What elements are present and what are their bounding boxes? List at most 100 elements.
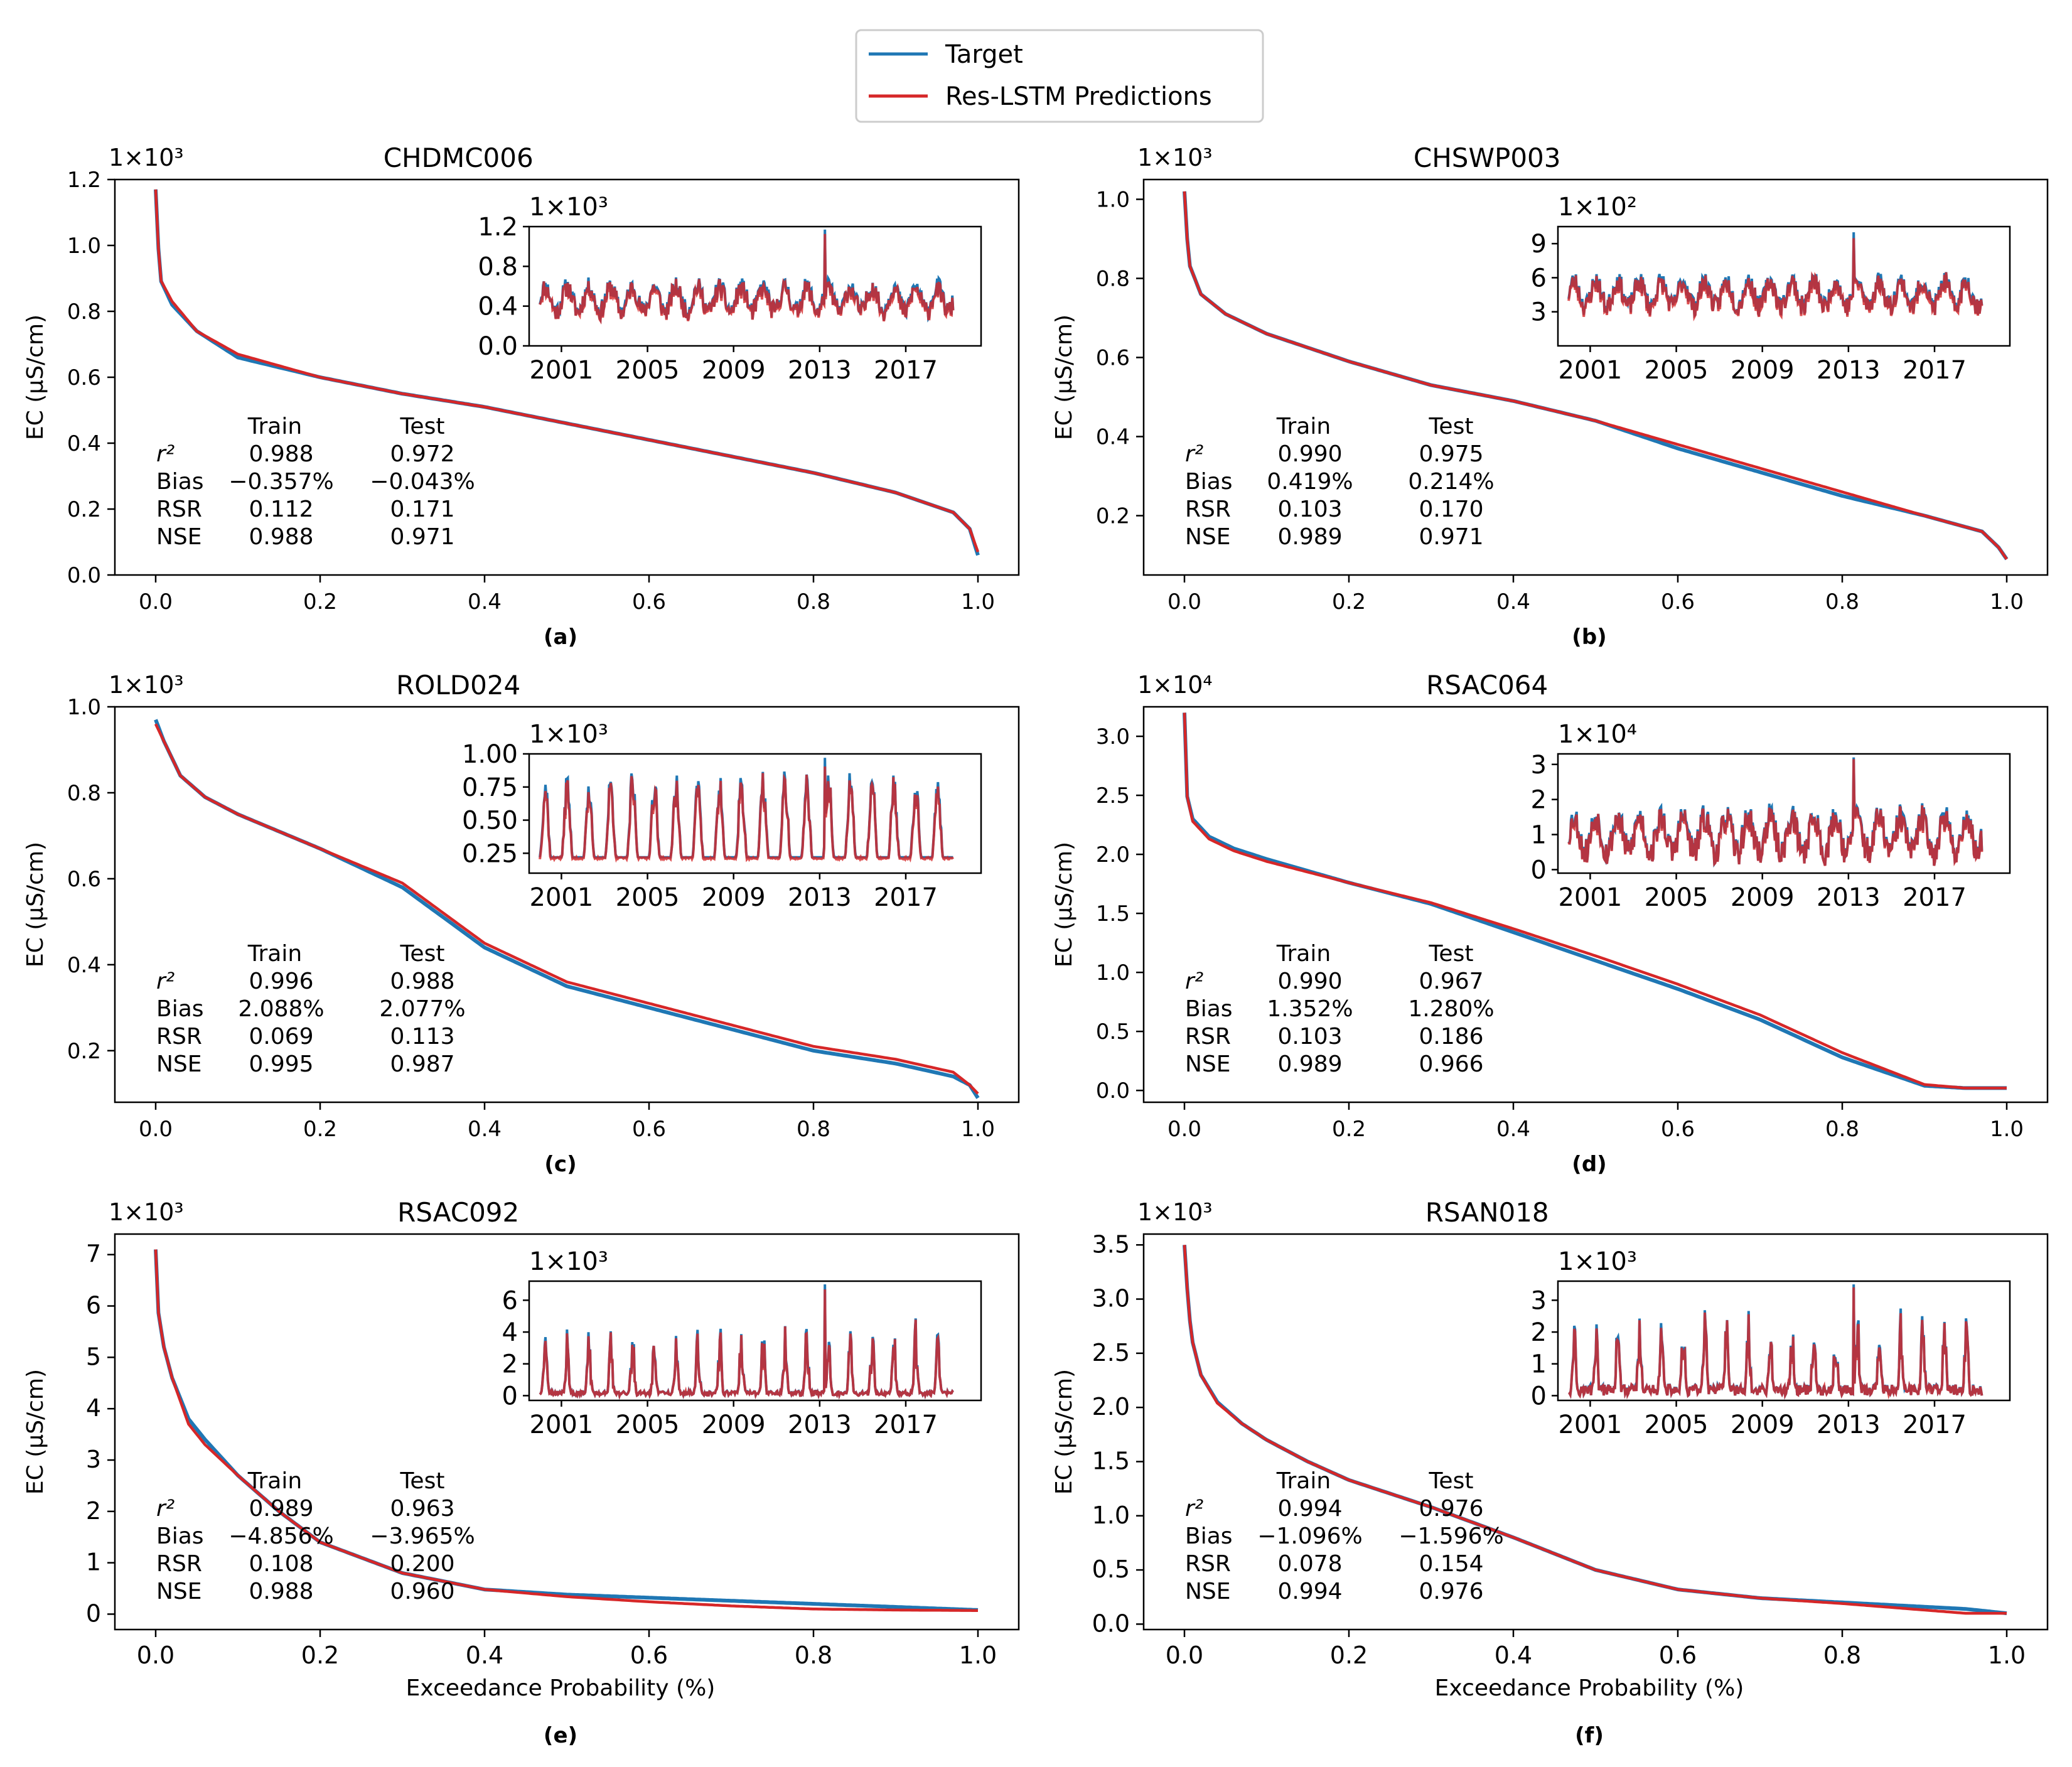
stats-row-label: RSR bbox=[1185, 497, 1231, 522]
stats-test-value: 0.113 bbox=[390, 1024, 454, 1050]
stats-row-label: RSR bbox=[156, 1024, 202, 1050]
inset-y-tick-label: 9 bbox=[1531, 230, 1547, 259]
stats-header-test: Test bbox=[1429, 941, 1474, 967]
inset-y-tick-label: 0.50 bbox=[462, 807, 518, 835]
inset-x-tick-label: 2001 bbox=[530, 1410, 594, 1439]
inset-x-tick-label: 2001 bbox=[1559, 356, 1623, 385]
x-tick-label: 0.8 bbox=[1823, 1641, 1861, 1669]
inset-x-tick-label: 2013 bbox=[1817, 1410, 1881, 1439]
y-tick-label: 3.5 bbox=[1092, 1230, 1130, 1258]
y-tick-label: 1.0 bbox=[1096, 960, 1130, 986]
y-axis-label: EC (μS/cm) bbox=[1051, 1369, 1077, 1495]
stats-test-value: 0.154 bbox=[1419, 1551, 1483, 1577]
stats-train-value: 0.988 bbox=[249, 441, 313, 467]
inset-x-tick-label: 2009 bbox=[702, 1410, 766, 1439]
plot-frame bbox=[114, 706, 1020, 1104]
x-tick-label: 0.0 bbox=[137, 1641, 174, 1669]
y-axis-label: EC (μS/cm) bbox=[23, 1369, 48, 1495]
inset-y-tick-label: 0 bbox=[1531, 856, 1547, 884]
stats-train-value: 0.989 bbox=[249, 1496, 313, 1522]
x-axis-label: Exceedance Probability (%) bbox=[406, 1675, 716, 1701]
inset-y-tick-label: 3 bbox=[1531, 1286, 1547, 1315]
chart-panel: RSAC064 1×10⁴ EC (μS/cm) 0.0 0.2 0.4 0.6 0.8 1.0… bbox=[1051, 670, 2049, 1177]
stats-test-value: 0.170 bbox=[1419, 497, 1483, 522]
inset-x-tick-label: 2013 bbox=[1817, 356, 1881, 385]
inset-prediction-line bbox=[539, 1289, 954, 1400]
stats-train-value: 0.996 bbox=[249, 969, 313, 994]
stats-test-value: 0.988 bbox=[390, 969, 454, 994]
stats-train-value: 0.995 bbox=[249, 1051, 313, 1077]
plot-frame bbox=[1142, 178, 2049, 576]
y-tick-label: 3.0 bbox=[1096, 724, 1130, 749]
x-tick-label: 0.2 bbox=[1332, 589, 1366, 615]
stats-row-label: RSR bbox=[156, 497, 202, 522]
x-axis-label: Exceedance Probability (%) bbox=[1435, 1675, 1744, 1701]
chart-title: ROLD024 bbox=[396, 670, 520, 701]
y-tick-label: 1.2 bbox=[67, 168, 101, 193]
x-tick-label: 0.0 bbox=[1168, 589, 1201, 615]
inset-y-tick-label: 1.00 bbox=[462, 740, 518, 769]
y-tick-label: 0.5 bbox=[1096, 1019, 1130, 1045]
stats-test-value: 0.972 bbox=[390, 441, 454, 467]
x-tick-label: 1.0 bbox=[961, 589, 995, 615]
y-axis-label: EC (μS/cm) bbox=[1051, 842, 1077, 967]
plot-frame bbox=[114, 1233, 1020, 1631]
inset-y-tick-label: 0 bbox=[1531, 1382, 1547, 1410]
y-tick-label: 0.6 bbox=[67, 867, 101, 892]
x-tick-label: 0.4 bbox=[468, 1117, 502, 1142]
y-tick-label: 7 bbox=[86, 1240, 101, 1268]
stats-row-label: Bias bbox=[1185, 1523, 1233, 1549]
x-tick-label: 1.0 bbox=[1988, 1641, 2026, 1669]
inset-frame bbox=[528, 1280, 982, 1402]
stats-row-label: r² bbox=[156, 1496, 174, 1522]
x-tick-label: 1.0 bbox=[961, 1117, 995, 1142]
stats-train-value: −1.096% bbox=[1257, 1523, 1362, 1549]
inset-scale-label: 1×10³ bbox=[529, 193, 608, 222]
x-tick-label: 1.0 bbox=[1990, 589, 2024, 615]
y-tick-label: 2 bbox=[86, 1497, 101, 1525]
inset-x-tick-label: 2017 bbox=[874, 1410, 938, 1439]
axis-scale-label: 1×10³ bbox=[109, 671, 184, 699]
inset-x-tick-label: 2017 bbox=[1903, 356, 1967, 385]
stats-train-value: 0.989 bbox=[1277, 524, 1342, 550]
inset-y-tick-label: 3 bbox=[1531, 751, 1547, 780]
inset-chart: 1×10³ 0 1 2 3 2001 2005 2009 2013 2017 bbox=[1531, 1247, 2011, 1439]
inset-x-tick-label: 2001 bbox=[530, 883, 594, 912]
inset-y-tick-label: 6 bbox=[502, 1286, 518, 1315]
x-tick-label: 0.0 bbox=[139, 589, 173, 615]
inset-x-tick-label: 2005 bbox=[1645, 883, 1709, 912]
y-tick-label: 1.0 bbox=[67, 234, 101, 259]
stats-test-value: 0.963 bbox=[390, 1496, 454, 1522]
stats-train-value: 0.103 bbox=[1277, 1024, 1342, 1050]
y-tick-label: 2.5 bbox=[1096, 783, 1130, 808]
prediction-series-line bbox=[154, 1249, 978, 1612]
stats-row-label: RSR bbox=[156, 1551, 202, 1577]
stats-train-value: 0.103 bbox=[1277, 497, 1342, 522]
chart-title: RSAC092 bbox=[397, 1197, 519, 1228]
stats-test-value: 0.186 bbox=[1419, 1024, 1483, 1050]
x-tick-label: 0.6 bbox=[632, 589, 666, 615]
inset-x-tick-label: 2013 bbox=[788, 883, 852, 912]
stats-row-label: r² bbox=[1185, 969, 1203, 994]
stats-train-value: 0.069 bbox=[249, 1024, 313, 1050]
x-tick-label: 0.6 bbox=[1661, 589, 1695, 615]
inset-scale-label: 1×10⁴ bbox=[1558, 720, 1637, 749]
y-tick-label: 0.0 bbox=[1096, 1078, 1130, 1104]
inset-frame bbox=[1557, 1280, 2011, 1402]
x-tick-label: 0.2 bbox=[303, 1117, 337, 1142]
y-tick-label: 1.0 bbox=[1096, 188, 1130, 213]
y-tick-label: 0 bbox=[86, 1599, 101, 1627]
stats-row-label: RSR bbox=[1185, 1551, 1231, 1577]
inset-x-tick-label: 2009 bbox=[1731, 883, 1795, 912]
inset-x-tick-label: 2005 bbox=[1645, 1410, 1709, 1439]
x-tick-label: 0.4 bbox=[1496, 1117, 1530, 1142]
inset-x-tick-label: 2009 bbox=[1731, 1410, 1795, 1439]
stats-row-label: Bias bbox=[156, 996, 204, 1022]
x-tick-label: 0.4 bbox=[466, 1641, 503, 1669]
y-tick-label: 1 bbox=[86, 1549, 101, 1576]
stats-row-label: NSE bbox=[1185, 524, 1231, 550]
panel-label: (e) bbox=[544, 1723, 577, 1748]
inset-x-tick-label: 2017 bbox=[1903, 883, 1967, 912]
x-tick-label: 1.0 bbox=[1990, 1117, 2024, 1142]
inset-x-tick-label: 2001 bbox=[1559, 1410, 1623, 1439]
